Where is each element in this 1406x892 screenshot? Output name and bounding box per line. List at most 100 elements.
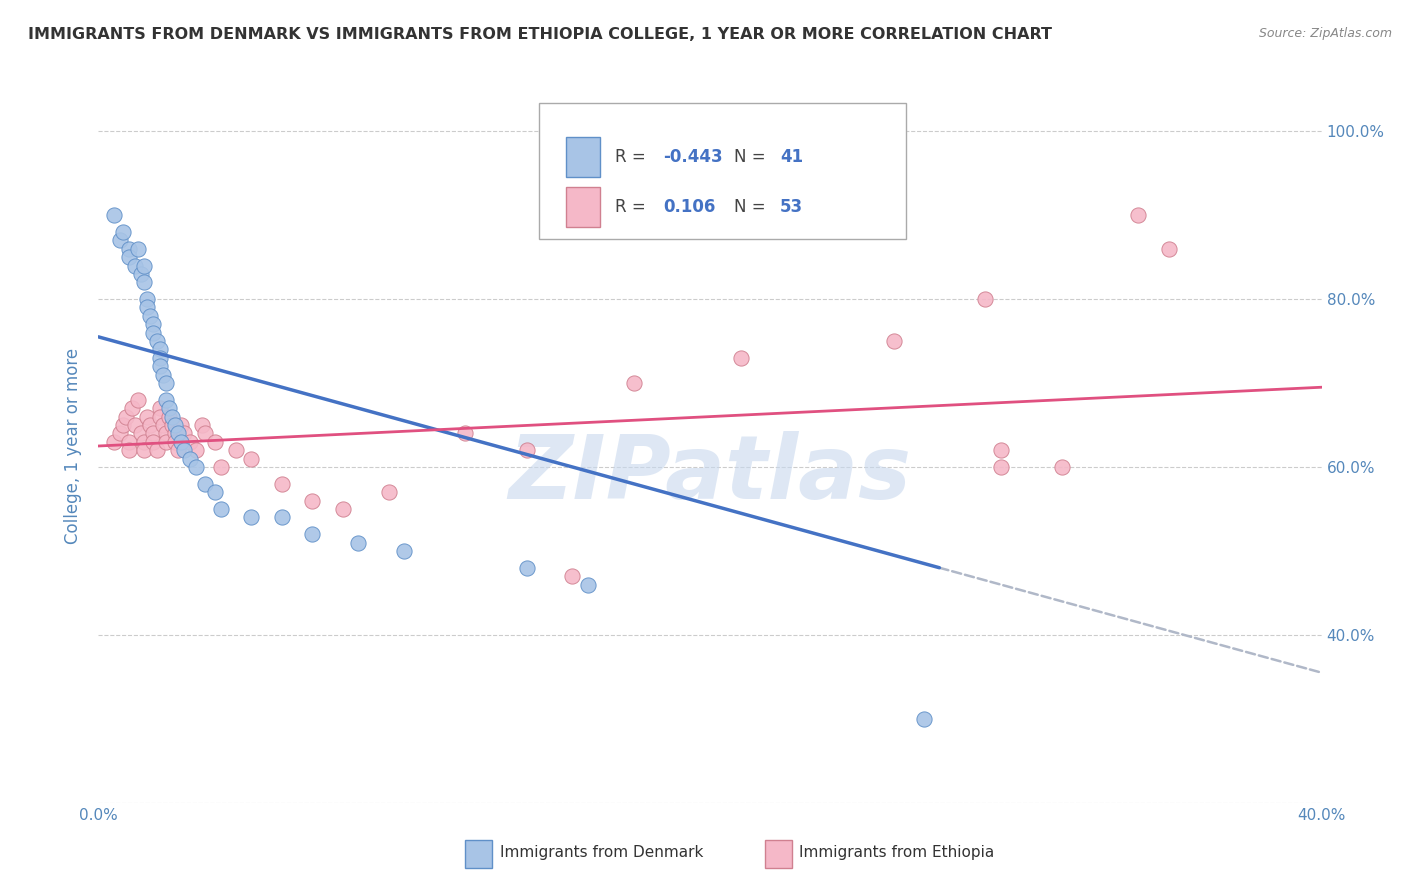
Point bbox=[186, 460, 208, 475]
Point bbox=[990, 443, 1012, 458]
Point bbox=[301, 527, 323, 541]
FancyBboxPatch shape bbox=[538, 103, 905, 239]
Text: Immigrants from Denmark: Immigrants from Denmark bbox=[499, 846, 703, 860]
Point bbox=[111, 417, 134, 432]
Point bbox=[225, 443, 247, 458]
Point bbox=[1050, 460, 1073, 475]
Bar bbox=[765, 840, 792, 869]
Point bbox=[516, 443, 538, 458]
Text: N =: N = bbox=[734, 198, 772, 216]
Bar bbox=[565, 137, 600, 177]
Point bbox=[127, 242, 149, 256]
Point bbox=[136, 409, 159, 424]
Point bbox=[145, 443, 167, 458]
Point bbox=[124, 259, 146, 273]
Point bbox=[204, 485, 226, 500]
Point bbox=[1128, 208, 1150, 222]
Point bbox=[170, 417, 193, 432]
Point bbox=[152, 368, 174, 382]
Point bbox=[142, 318, 165, 332]
Point bbox=[149, 401, 172, 416]
Point bbox=[270, 510, 292, 524]
Point bbox=[516, 560, 538, 574]
Point bbox=[103, 208, 125, 222]
Point bbox=[145, 334, 167, 348]
Point bbox=[149, 409, 172, 424]
Point bbox=[160, 409, 183, 424]
Point bbox=[167, 443, 190, 458]
Point bbox=[186, 443, 208, 458]
Point bbox=[108, 233, 131, 247]
Point bbox=[167, 426, 190, 441]
Point bbox=[157, 409, 180, 424]
Point bbox=[378, 485, 401, 500]
Point bbox=[332, 502, 354, 516]
Point bbox=[149, 359, 172, 374]
Point bbox=[270, 476, 292, 491]
Point bbox=[136, 301, 159, 315]
Point bbox=[108, 426, 131, 441]
Point bbox=[561, 569, 583, 583]
Text: IMMIGRANTS FROM DENMARK VS IMMIGRANTS FROM ETHIOPIA COLLEGE, 1 YEAR OR MORE CORR: IMMIGRANTS FROM DENMARK VS IMMIGRANTS FR… bbox=[28, 27, 1052, 42]
Point bbox=[163, 417, 186, 432]
Point bbox=[111, 225, 134, 239]
Point bbox=[240, 510, 263, 524]
Point bbox=[392, 544, 416, 558]
Point bbox=[163, 426, 186, 441]
Text: Immigrants from Ethiopia: Immigrants from Ethiopia bbox=[800, 846, 994, 860]
Point bbox=[121, 401, 143, 416]
Text: ZIPatlas: ZIPatlas bbox=[509, 431, 911, 518]
Point bbox=[136, 292, 159, 306]
Point bbox=[990, 460, 1012, 475]
Point bbox=[730, 351, 752, 365]
Point bbox=[912, 712, 935, 726]
Point bbox=[883, 334, 905, 348]
Point bbox=[163, 434, 186, 449]
Point bbox=[173, 426, 195, 441]
Point bbox=[129, 267, 152, 281]
Point bbox=[194, 426, 217, 441]
Point bbox=[142, 326, 165, 340]
Point bbox=[152, 417, 174, 432]
Point bbox=[160, 417, 183, 432]
Text: 0.106: 0.106 bbox=[664, 198, 716, 216]
Point bbox=[301, 493, 323, 508]
Text: R =: R = bbox=[614, 198, 655, 216]
Point bbox=[173, 443, 195, 458]
Point bbox=[134, 434, 156, 449]
Text: 41: 41 bbox=[780, 148, 803, 166]
Point bbox=[134, 275, 156, 289]
Point bbox=[1157, 242, 1180, 256]
Text: Source: ZipAtlas.com: Source: ZipAtlas.com bbox=[1258, 27, 1392, 40]
Point bbox=[155, 392, 177, 407]
Point bbox=[134, 259, 156, 273]
Bar bbox=[565, 187, 600, 227]
Point bbox=[149, 351, 172, 365]
Point bbox=[139, 309, 162, 323]
Point bbox=[170, 434, 193, 449]
Point bbox=[118, 242, 141, 256]
Point bbox=[127, 392, 149, 407]
Bar bbox=[465, 840, 492, 869]
Point bbox=[155, 376, 177, 390]
Point bbox=[209, 460, 232, 475]
Point bbox=[118, 250, 141, 264]
Point bbox=[155, 426, 177, 441]
Point bbox=[139, 417, 162, 432]
Point bbox=[157, 401, 180, 416]
Point bbox=[134, 443, 156, 458]
Point bbox=[129, 426, 152, 441]
Text: N =: N = bbox=[734, 148, 772, 166]
Point bbox=[118, 443, 141, 458]
Text: R =: R = bbox=[614, 148, 651, 166]
Text: -0.443: -0.443 bbox=[664, 148, 723, 166]
Point bbox=[204, 434, 226, 449]
Point bbox=[240, 451, 263, 466]
Point bbox=[115, 409, 138, 424]
Point bbox=[623, 376, 645, 390]
Point bbox=[142, 434, 165, 449]
Point bbox=[118, 434, 141, 449]
Point bbox=[103, 434, 125, 449]
Point bbox=[124, 417, 146, 432]
Point bbox=[155, 434, 177, 449]
